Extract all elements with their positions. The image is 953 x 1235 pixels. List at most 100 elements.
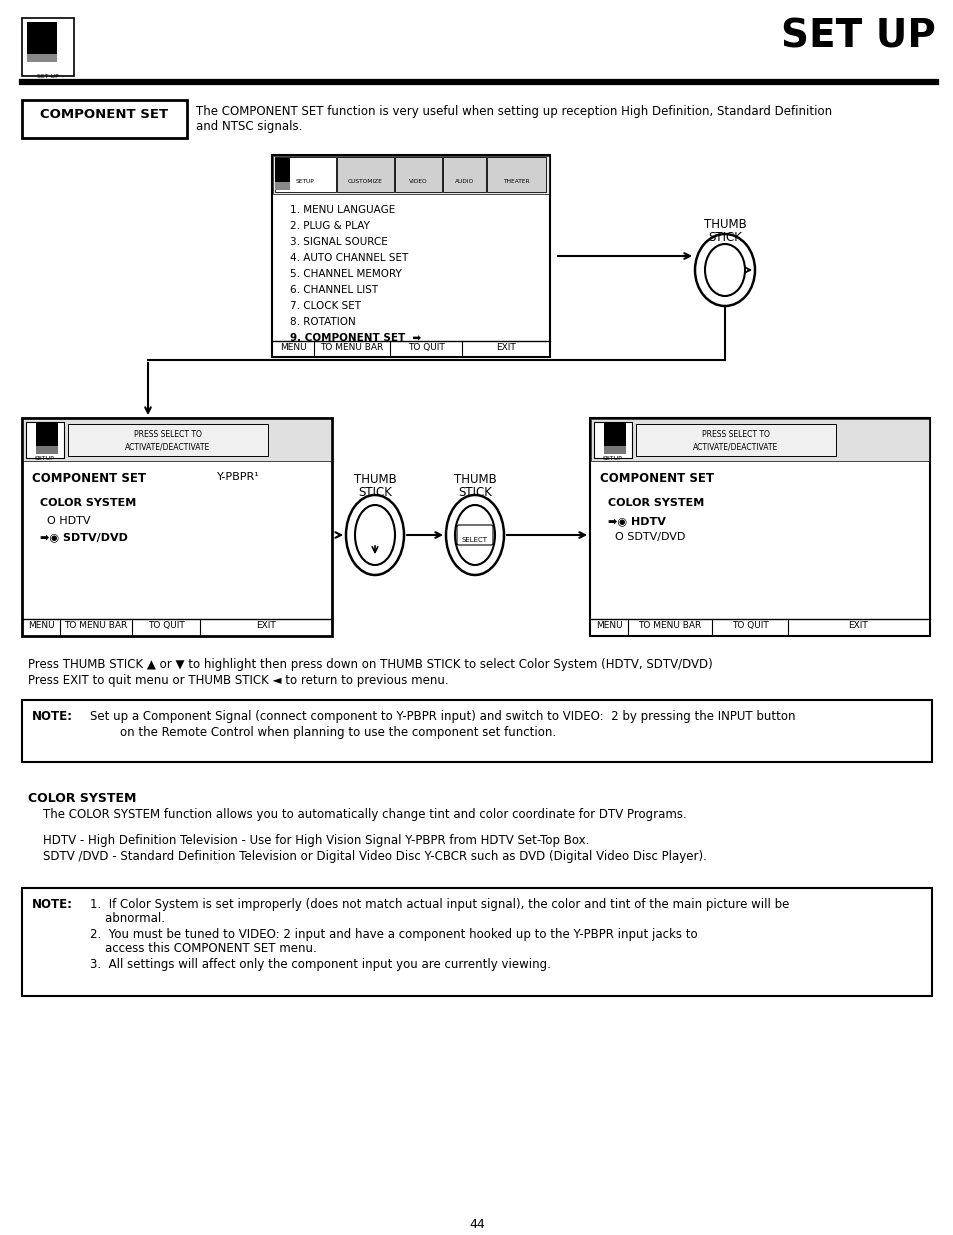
FancyBboxPatch shape	[273, 156, 548, 194]
FancyBboxPatch shape	[456, 525, 493, 545]
FancyBboxPatch shape	[589, 417, 929, 636]
FancyBboxPatch shape	[27, 54, 57, 62]
FancyBboxPatch shape	[442, 157, 485, 191]
Text: 2. PLUG & PLAY: 2. PLUG & PLAY	[290, 221, 370, 231]
Text: TO QUIT: TO QUIT	[407, 343, 444, 352]
FancyBboxPatch shape	[590, 419, 928, 461]
FancyBboxPatch shape	[22, 19, 74, 77]
Text: THEATER: THEATER	[502, 179, 529, 184]
Text: O HDTV: O HDTV	[47, 516, 91, 526]
Text: STICK: STICK	[707, 231, 741, 245]
Text: SETUP: SETUP	[602, 456, 622, 461]
Text: Set up a Component Signal (connect component to Y-PBPR input) and switch to VIDE: Set up a Component Signal (connect compo…	[90, 710, 795, 722]
FancyBboxPatch shape	[603, 446, 625, 454]
Text: 1.  If Color System is set improperly (does not match actual input signal), the : 1. If Color System is set improperly (do…	[90, 898, 788, 911]
Text: MENU: MENU	[28, 621, 54, 630]
Text: SDTV /DVD - Standard Definition Television or Digital Video Disc Y-CBCR such as : SDTV /DVD - Standard Definition Televisi…	[28, 850, 706, 863]
Text: STICK: STICK	[357, 487, 392, 499]
Text: SET UP: SET UP	[781, 19, 935, 56]
Text: 6. CHANNEL LIST: 6. CHANNEL LIST	[290, 285, 377, 295]
Text: TO MENU BAR: TO MENU BAR	[320, 343, 383, 352]
Text: HDTV - High Definition Television - Use for High Vision Signal Y-PBPR from HDTV : HDTV - High Definition Television - Use …	[28, 834, 589, 847]
Text: on the Remote Control when planning to use the component set function.: on the Remote Control when planning to u…	[90, 726, 556, 739]
Text: 8. ROTATION: 8. ROTATION	[290, 317, 355, 327]
FancyBboxPatch shape	[274, 157, 335, 191]
Text: SETUP: SETUP	[35, 456, 55, 461]
FancyBboxPatch shape	[395, 157, 441, 191]
Text: NOTE:: NOTE:	[32, 898, 73, 911]
FancyBboxPatch shape	[22, 100, 187, 138]
Text: COMPONENT SET: COMPONENT SET	[599, 472, 713, 485]
Ellipse shape	[346, 495, 403, 576]
Text: 7. CLOCK SET: 7. CLOCK SET	[290, 301, 360, 311]
Text: O SDTV/DVD: O SDTV/DVD	[615, 532, 684, 542]
FancyBboxPatch shape	[336, 157, 394, 191]
Text: 3.  All settings will affect only the component input you are currently viewing.: 3. All settings will affect only the com…	[90, 958, 550, 971]
Text: THUMB: THUMB	[703, 219, 745, 231]
Text: PRESS SELECT TO: PRESS SELECT TO	[701, 430, 769, 438]
Text: COLOR SYSTEM: COLOR SYSTEM	[40, 498, 136, 508]
FancyBboxPatch shape	[22, 417, 332, 636]
Text: COMPONENT SET: COMPONENT SET	[40, 107, 168, 121]
Ellipse shape	[695, 233, 754, 306]
FancyBboxPatch shape	[68, 424, 268, 456]
Text: COLOR SYSTEM: COLOR SYSTEM	[28, 792, 136, 805]
Text: THUMB: THUMB	[354, 473, 395, 487]
Text: 3. SIGNAL SOURCE: 3. SIGNAL SOURCE	[290, 237, 387, 247]
Text: Press EXIT to quit menu or THUMB STICK ◄ to return to previous menu.: Press EXIT to quit menu or THUMB STICK ◄…	[28, 674, 448, 687]
FancyBboxPatch shape	[272, 156, 550, 357]
Ellipse shape	[455, 505, 495, 564]
FancyBboxPatch shape	[36, 424, 58, 451]
Text: NOTE:: NOTE:	[32, 710, 73, 722]
Text: SET UP: SET UP	[37, 74, 59, 79]
FancyBboxPatch shape	[594, 422, 631, 458]
Text: ➡◉ HDTV: ➡◉ HDTV	[607, 516, 665, 526]
Text: MENU: MENU	[279, 343, 306, 352]
FancyBboxPatch shape	[22, 888, 931, 995]
Text: SELECT: SELECT	[461, 537, 488, 543]
Text: SETUP: SETUP	[295, 179, 314, 184]
FancyBboxPatch shape	[274, 158, 290, 182]
Text: The COMPONENT SET function is very useful when setting up reception High Definit: The COMPONENT SET function is very usefu…	[195, 105, 831, 119]
Text: EXIT: EXIT	[847, 621, 867, 630]
FancyBboxPatch shape	[36, 446, 58, 454]
Text: The COLOR SYSTEM function allows you to automatically change tint and color coor: The COLOR SYSTEM function allows you to …	[28, 808, 686, 821]
Text: AUDIO: AUDIO	[455, 179, 474, 184]
Text: 1. MENU LANGUAGE: 1. MENU LANGUAGE	[290, 205, 395, 215]
Text: 44: 44	[469, 1218, 484, 1231]
FancyBboxPatch shape	[274, 158, 290, 190]
FancyBboxPatch shape	[26, 422, 64, 458]
Text: MENU: MENU	[595, 621, 621, 630]
Text: EXIT: EXIT	[255, 621, 275, 630]
FancyBboxPatch shape	[486, 157, 545, 191]
Text: PRESS SELECT TO: PRESS SELECT TO	[134, 430, 202, 438]
Text: TO MENU BAR: TO MENU BAR	[64, 621, 128, 630]
Text: EXIT: EXIT	[496, 343, 516, 352]
Text: CUSTOMIZE: CUSTOMIZE	[348, 179, 382, 184]
Text: 2.  You must be tuned to VIDEO: 2 input and have a component hooked up to the Y-: 2. You must be tuned to VIDEO: 2 input a…	[90, 927, 697, 941]
FancyBboxPatch shape	[636, 424, 835, 456]
Text: COLOR SYSTEM: COLOR SYSTEM	[607, 498, 703, 508]
Ellipse shape	[446, 495, 503, 576]
Text: TO MENU BAR: TO MENU BAR	[638, 621, 700, 630]
Text: ACTIVATE/DEACTIVATE: ACTIVATE/DEACTIVATE	[693, 442, 778, 451]
FancyBboxPatch shape	[603, 424, 625, 451]
Text: THUMB: THUMB	[453, 473, 496, 487]
Text: TO QUIT: TO QUIT	[148, 621, 184, 630]
Text: and NTSC signals.: and NTSC signals.	[195, 120, 302, 133]
Text: Y-PBPR¹: Y-PBPR¹	[216, 472, 259, 482]
Text: access this COMPONENT SET menu.: access this COMPONENT SET menu.	[90, 942, 316, 955]
Text: VIDEO: VIDEO	[409, 179, 427, 184]
Text: COMPONENT SET: COMPONENT SET	[32, 472, 146, 485]
Text: 9. COMPONENT SET  ➡: 9. COMPONENT SET ➡	[290, 333, 421, 343]
Text: TO QUIT: TO QUIT	[731, 621, 767, 630]
FancyBboxPatch shape	[22, 700, 931, 762]
FancyBboxPatch shape	[27, 22, 57, 54]
Text: 4. AUTO CHANNEL SET: 4. AUTO CHANNEL SET	[290, 253, 408, 263]
Ellipse shape	[355, 505, 395, 564]
Text: STICK: STICK	[457, 487, 492, 499]
Text: ➡◉ SDTV/DVD: ➡◉ SDTV/DVD	[40, 532, 128, 542]
Text: Press THUMB STICK ▲ or ▼ to highlight then press down on THUMB STICK to select C: Press THUMB STICK ▲ or ▼ to highlight th…	[28, 658, 712, 671]
Text: 5. CHANNEL MEMORY: 5. CHANNEL MEMORY	[290, 269, 401, 279]
Ellipse shape	[704, 245, 744, 296]
